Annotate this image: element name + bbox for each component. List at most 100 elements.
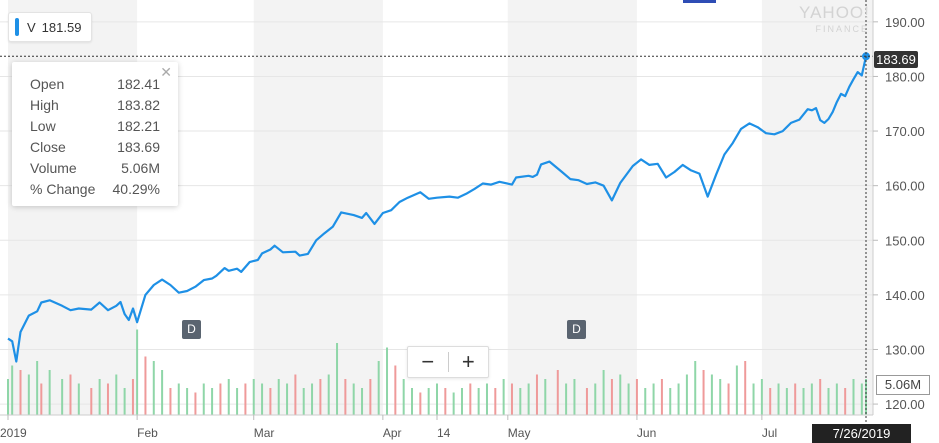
volume-bar: [852, 379, 855, 415]
volume-bar: [7, 379, 9, 415]
zoom-out-button[interactable]: −: [421, 349, 435, 374]
volume-bar: [131, 379, 134, 415]
tooltip-row-volume: Volume 5.06M: [30, 160, 160, 176]
volume-bar: [161, 370, 164, 415]
volume-bar: [202, 383, 205, 415]
y-tick-label: 160.00: [885, 179, 925, 194]
y-tick-label: 170.00: [885, 124, 925, 139]
volume-bar: [477, 388, 480, 415]
legend-value: 181.59: [41, 19, 82, 35]
volume-bar: [573, 379, 576, 415]
series-legend[interactable]: V 181.59: [8, 12, 93, 42]
volume-bar: [685, 374, 688, 415]
volume-bar: [123, 388, 126, 415]
volume-bar: [660, 379, 663, 415]
volume-bar: [602, 370, 605, 415]
tooltip-label: % Change: [30, 181, 96, 197]
y-tick-label: 130.00: [885, 342, 925, 357]
volume-bar: [565, 383, 568, 415]
volume-bar: [556, 370, 559, 415]
tooltip-value: 182.41: [117, 76, 160, 92]
volume-bar: [269, 388, 272, 415]
volume-bar: [302, 388, 305, 415]
volume-bar: [144, 356, 147, 415]
volume-bar: [769, 388, 772, 415]
volume-bar: [61, 379, 64, 415]
x-tick-label: May: [508, 426, 531, 440]
volume-bar: [386, 347, 389, 415]
zoom-in-button[interactable]: +: [461, 349, 475, 374]
volume-bar: [719, 379, 722, 415]
volume-bar: [444, 388, 447, 415]
ohlc-tooltip: ✕ Open 182.41 High 183.82 Low 182.21 Close 1…: [12, 62, 178, 206]
dividend-marker[interactable]: D: [182, 320, 201, 339]
volume-bar: [40, 383, 43, 415]
volume-bar: [710, 374, 713, 415]
volume-bar: [115, 374, 118, 415]
volume-bar: [90, 388, 93, 415]
volume-bar: [677, 383, 680, 415]
volume-bar: [169, 388, 172, 415]
zoom-control: − +: [407, 346, 489, 378]
volume-bar: [702, 370, 705, 415]
volume-bar: [510, 383, 513, 415]
volume-bar: [327, 374, 330, 415]
volume-bar: [177, 383, 180, 415]
tooltip-label: Low: [30, 118, 56, 134]
volume-bar: [794, 383, 797, 415]
tooltip-value: 183.69: [117, 139, 160, 155]
volume-bar: [735, 365, 738, 415]
x-tick-label: Feb: [137, 426, 158, 440]
volume-bar: [152, 361, 155, 415]
volume-bar: [652, 383, 655, 415]
volume-bar: [11, 365, 14, 415]
volume-bar: [236, 388, 239, 415]
volume-bar: [402, 379, 405, 415]
x-tick-label: Mar: [254, 426, 275, 440]
volume-bar: [744, 361, 747, 415]
y-tick-label: 140.00: [885, 288, 925, 303]
dividend-marker[interactable]: D: [567, 320, 586, 339]
volume-bar: [77, 383, 80, 415]
header-accent-bar: [683, 0, 716, 3]
volume-bar: [319, 379, 322, 415]
x-tick-label: Jun: [637, 426, 656, 440]
zoom-divider: [447, 352, 449, 372]
x-tick-label: Jul: [762, 426, 777, 440]
tooltip-row-close: Close 183.69: [30, 139, 160, 155]
volume-bar: [694, 361, 697, 415]
volume-bar: [827, 388, 830, 415]
volume-bar: [835, 383, 838, 415]
volume-bar: [261, 383, 264, 415]
volume-bar: [485, 383, 488, 415]
volume-bar: [136, 329, 139, 415]
volume-bar: [502, 379, 505, 415]
close-icon[interactable]: ✕: [160, 64, 172, 80]
volume-bar: [48, 370, 51, 415]
tooltip-row-high: High 183.82: [30, 97, 160, 113]
tooltip-row-low: Low 182.21: [30, 118, 160, 134]
volume-bar: [585, 388, 588, 415]
volume-bar: [277, 379, 280, 415]
volume-bar: [819, 379, 822, 415]
volume-bar: [594, 383, 597, 415]
volume-bar: [411, 388, 414, 415]
volume-bar: [98, 379, 101, 415]
volume-bar: [369, 379, 372, 415]
volume-bar: [535, 374, 538, 415]
volume-bar: [785, 388, 788, 415]
tooltip-label: Volume: [30, 160, 77, 176]
volume-bar: [644, 388, 647, 415]
volume-bar: [810, 383, 813, 415]
volume-bar: [394, 365, 397, 415]
series-color-swatch: [15, 18, 19, 36]
last-price-tag: 183.69: [874, 51, 918, 68]
volume-bar: [452, 392, 455, 415]
watermark-line2: FINANCE: [815, 24, 869, 34]
month-band: [761, 0, 873, 415]
crosshair-date-tag: 7/26/2019: [812, 424, 911, 443]
volume-bar: [436, 383, 438, 415]
yahoo-finance-watermark: YAHOO! FINANCE: [799, 4, 869, 37]
volume-bar: [427, 388, 430, 415]
volume-bar: [186, 388, 189, 415]
